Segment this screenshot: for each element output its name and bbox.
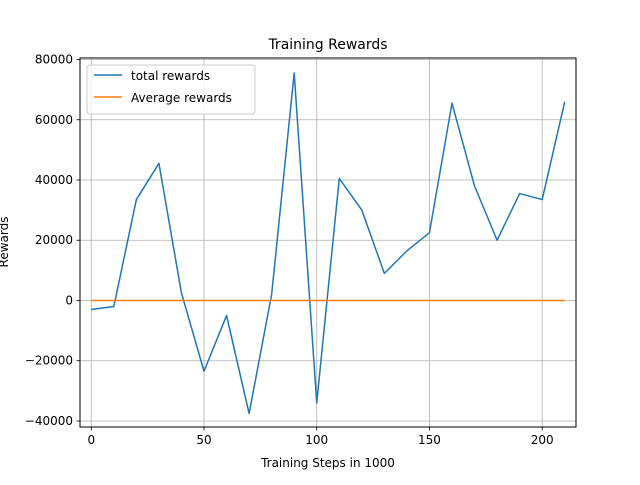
y-tick-label: 0 (65, 293, 73, 307)
y-tick-label: 40000 (35, 173, 73, 187)
axis-ticks: 0 50 100 150 200 −40000 −20000 0 20000 40000 60000… (25, 53, 554, 447)
legend-label-total-rewards: total rewards (131, 69, 210, 83)
series-lines (91, 72, 566, 415)
y-tick-label: 60000 (35, 113, 73, 127)
legend-label-average-rewards: Average rewards (131, 91, 232, 105)
x-tick-label: 100 (305, 433, 328, 447)
y-axis-label: Rewards (0, 217, 11, 268)
x-tick-label: 200 (531, 433, 554, 447)
x-axis-label: Training Steps in 1000 (260, 456, 395, 470)
plot-frame (79, 57, 577, 428)
y-tick-label: −40000 (25, 414, 73, 428)
legend: total rewards Average rewards (86, 64, 256, 115)
x-tick-label: 150 (418, 433, 441, 447)
y-tick-label: −20000 (25, 354, 73, 368)
y-tick-label: 80000 (35, 53, 73, 67)
x-tick-label: 50 (196, 433, 211, 447)
chart-title: Training Rewards (267, 37, 387, 53)
x-tick-label: 0 (87, 433, 95, 447)
y-tick-label: 20000 (35, 233, 73, 247)
legend-box (86, 64, 256, 115)
series-line-total-rewards (91, 72, 566, 415)
